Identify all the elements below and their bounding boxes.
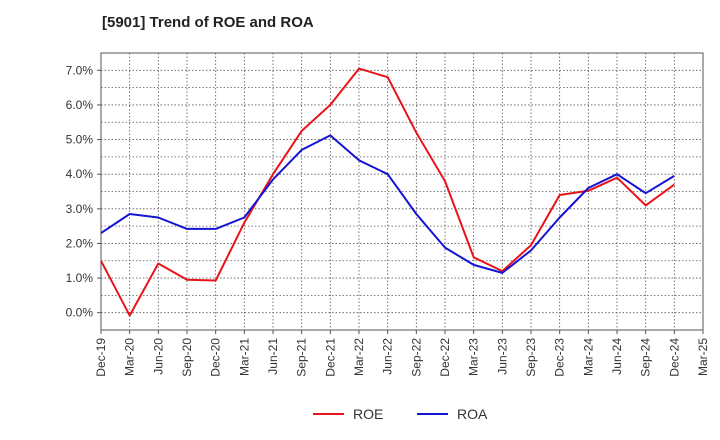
x-tick-label: Sep-22 bbox=[409, 338, 423, 377]
legend-label-roe: ROE bbox=[353, 406, 383, 422]
y-tick-label: 3.0% bbox=[66, 202, 94, 216]
x-tick-label: Dec-21 bbox=[323, 338, 337, 377]
x-tick-label: Dec-23 bbox=[553, 338, 567, 377]
grid-lines bbox=[101, 53, 703, 330]
x-tick-label: Mar-23 bbox=[467, 338, 481, 376]
y-tick-label: 5.0% bbox=[66, 133, 94, 147]
y-tick-label: 0.0% bbox=[66, 306, 94, 320]
chart-title: [5901] Trend of ROE and ROA bbox=[102, 14, 314, 31]
series-line-roa bbox=[100, 134, 675, 274]
x-tick-label: Mar-22 bbox=[352, 338, 366, 376]
series-lines bbox=[100, 67, 675, 317]
x-tick-label: Mar-21 bbox=[237, 338, 251, 376]
x-tick-label: Sep-24 bbox=[639, 338, 653, 377]
x-tick-label: Jun-23 bbox=[495, 338, 509, 375]
x-axis: Dec-19 Mar-20 Jun-20 Sep-20 Dec-20 Mar-21 Jun-… bbox=[94, 330, 710, 377]
x-tick-label: Sep-23 bbox=[524, 338, 538, 377]
series-line-roe bbox=[100, 67, 675, 317]
x-tick-label: Jun-24 bbox=[610, 338, 624, 375]
x-tick-label: Sep-21 bbox=[295, 338, 309, 377]
x-tick-label: Dec-22 bbox=[438, 338, 452, 377]
x-tick-label: Jun-20 bbox=[151, 338, 165, 375]
x-tick-label: Jun-22 bbox=[381, 338, 395, 375]
x-tick-label: Jun-21 bbox=[266, 338, 280, 375]
x-tick-label: Dec-19 bbox=[94, 338, 108, 377]
x-tick-label: Dec-20 bbox=[209, 338, 223, 377]
y-tick-label: 4.0% bbox=[66, 167, 94, 181]
y-axis: 0.0% 1.0% 2.0% 3.0% 4.0% 5.0% 6.0% 7.0% bbox=[66, 63, 101, 320]
x-tick-label: Mar-25 bbox=[696, 338, 710, 376]
y-tick-label: 7.0% bbox=[66, 63, 94, 77]
y-tick-label: 6.0% bbox=[66, 98, 94, 112]
legend: ROE ROA bbox=[313, 406, 488, 422]
x-tick-label: Mar-20 bbox=[123, 338, 137, 376]
x-tick-label: Sep-20 bbox=[180, 338, 194, 377]
x-tick-label: Mar-24 bbox=[581, 338, 595, 376]
y-tick-label: 1.0% bbox=[66, 271, 94, 285]
x-tick-label: Dec-24 bbox=[667, 338, 681, 377]
y-tick-label: 2.0% bbox=[66, 236, 94, 250]
legend-label-roa: ROA bbox=[457, 406, 488, 422]
